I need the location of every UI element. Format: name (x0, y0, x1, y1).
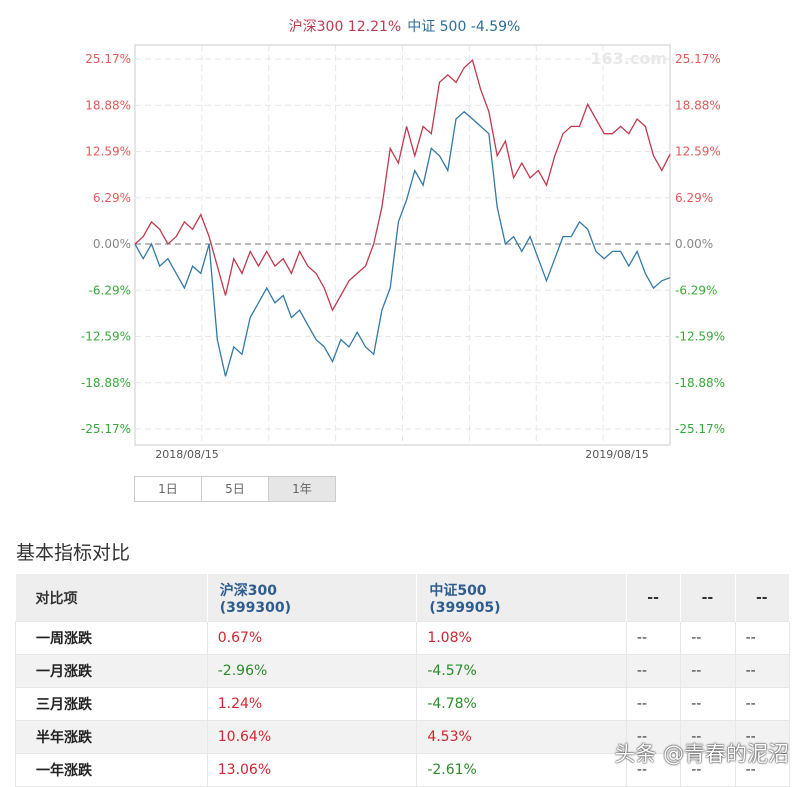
row-label: 三月涨跌 (15, 687, 208, 721)
row-value: 13.06% (206, 753, 418, 787)
row-value: -- (680, 654, 736, 688)
table-row: 一月涨跌 -2.96% -4.57% -- -- -- (15, 654, 791, 688)
y-tick-right: 6.29% (675, 191, 713, 205)
row-value: 0.67% (206, 621, 418, 655)
period-selector: 1日 5日 1年 (134, 476, 336, 502)
legend-zz500: 中证 500 -4.59% (407, 19, 521, 35)
row-value: 1.08% (416, 621, 627, 655)
y-tick-right: -25.17% (675, 422, 725, 436)
y-tick-left: 0.00% (93, 237, 131, 251)
y-tick-right: -18.88% (675, 376, 725, 390)
table-header-1: 沪深300 (399300) (207, 574, 418, 622)
row-value: 10.64% (206, 720, 418, 754)
table-row: 三月涨跌 1.24% -4.78% -- -- -- (15, 687, 791, 721)
row-value: -2.96% (206, 654, 418, 688)
header-text: 对比项 (35, 590, 78, 607)
row-value: -- (625, 687, 682, 721)
row-label: 半年涨跌 (15, 720, 208, 754)
watermark-logo: 163.com (590, 49, 667, 68)
y-tick-left: 6.29% (93, 191, 131, 205)
row-value: -- (625, 720, 682, 754)
row-value: -- (680, 687, 736, 721)
row-label: 一周涨跌 (15, 621, 208, 655)
row-value: -- (734, 687, 791, 721)
row-value: 1.24% (206, 687, 418, 721)
row-value: -2.61% (416, 753, 627, 787)
row-value: -4.57% (416, 654, 627, 688)
header-text: (399905) (429, 599, 501, 616)
x-tick: 2019/08/15 (585, 448, 648, 461)
legend-hs300: 沪深300 12.21% (288, 19, 402, 35)
row-value: -- (625, 621, 682, 655)
series-line-zz500 (134, 110, 671, 377)
table-header-5: -- (735, 574, 791, 622)
y-tick-right: 25.17% (675, 52, 721, 66)
row-label: 一月涨跌 (15, 654, 208, 688)
period-1y-button[interactable]: 1年 (268, 476, 336, 502)
comparison-table: 对比项 沪深300 (399300) 中证500 (399905) -- -- -- 一周涨跌… (15, 574, 791, 787)
row-value: -4.78% (416, 687, 627, 721)
y-tick-right: 0.00% (675, 237, 713, 251)
row-label: 一年涨跌 (15, 753, 208, 787)
y-tick-right: 18.88% (675, 98, 721, 112)
table-header-3: -- (626, 574, 682, 622)
y-tick-left: 18.88% (85, 98, 131, 112)
header-text: -- (647, 589, 659, 606)
chart-legend: 沪深300 12.21% 中证 500 -4.59% (0, 16, 809, 36)
y-tick-right: -12.59% (675, 330, 725, 344)
index-comparison-chart: 25.17% 25.17% 18.88% 18.88% 12.59% 12.59% 6.29… (81, 44, 725, 461)
table-header-4: -- (680, 574, 736, 622)
row-value: 4.53% (416, 720, 627, 754)
table-header-0: 对比项 (15, 574, 208, 622)
row-value: -- (734, 621, 791, 655)
y-tick-left: -18.88% (81, 376, 131, 390)
series-line-hs300 (134, 59, 671, 312)
period-1d-button[interactable]: 1日 (134, 476, 202, 502)
row-value: -- (625, 654, 682, 688)
row-value: -- (680, 720, 736, 754)
y-tick-left: 25.17% (85, 52, 131, 66)
row-value: -- (680, 621, 736, 655)
y-tick-right: 12.59% (675, 145, 721, 159)
footer-watermark: 头条 @青春的泥沼 (614, 742, 789, 766)
x-tick: 2018/08/15 (155, 448, 218, 461)
section-title: 基本指标对比 (16, 542, 131, 564)
period-5d-button[interactable]: 5日 (201, 476, 269, 502)
y-tick-left: -6.29% (89, 283, 131, 297)
header-text: -- (755, 589, 768, 606)
y-tick-left: -25.17% (81, 422, 131, 436)
row-value: -- (734, 720, 791, 754)
header-text: -- (701, 589, 714, 606)
header-text: 中证500 (429, 582, 487, 599)
header-text: (399300) (219, 599, 291, 616)
y-tick-left: 12.59% (85, 145, 131, 159)
table-row: 一周涨跌 0.67% 1.08% -- -- -- (15, 621, 791, 655)
y-tick-left: -12.59% (81, 330, 131, 344)
row-value: -- (734, 654, 791, 688)
header-text: 沪深300 (219, 582, 277, 599)
table-header-2: 中证500 (399905) (416, 574, 627, 622)
y-tick-right: -6.29% (675, 283, 717, 297)
